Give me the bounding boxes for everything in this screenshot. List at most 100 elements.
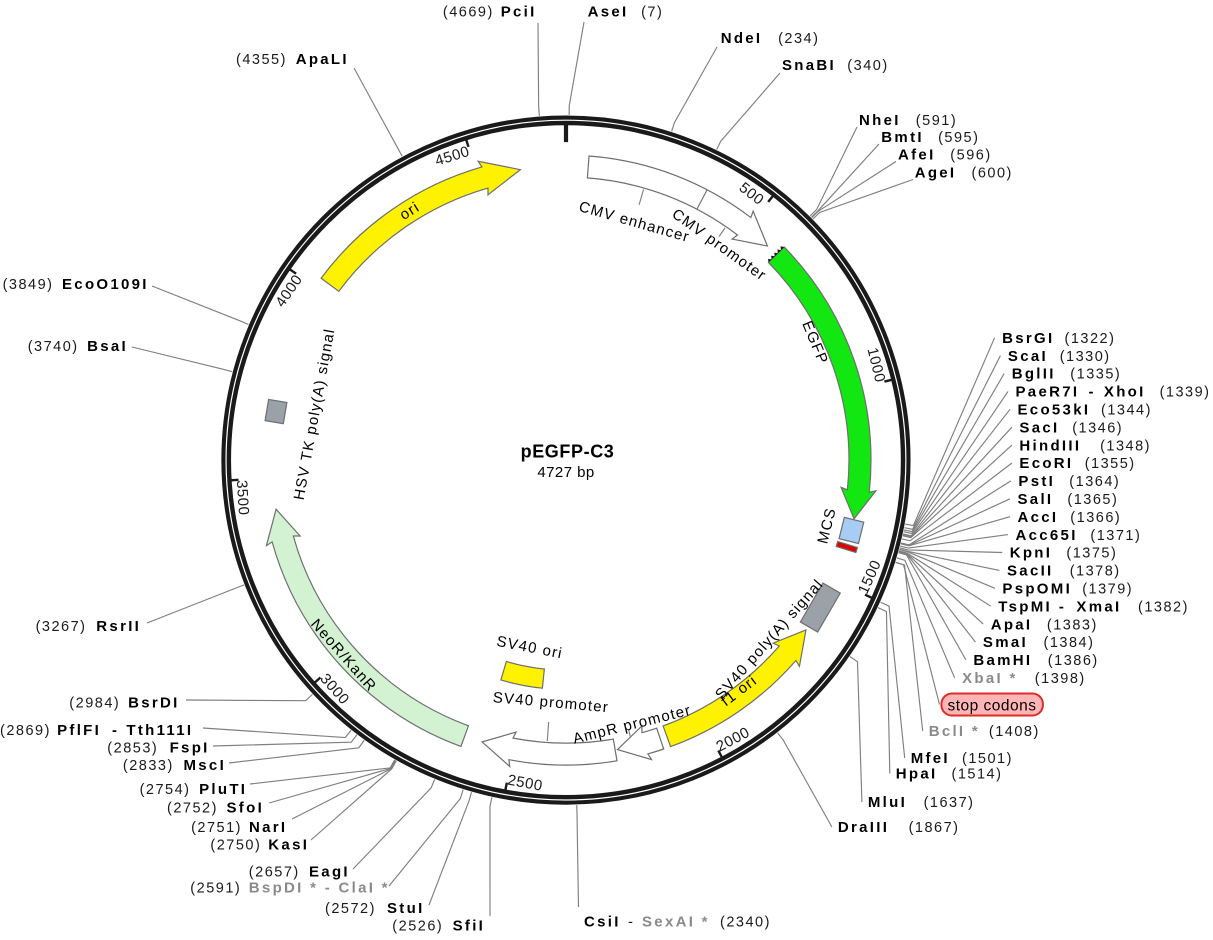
- svg-text:AccI: AccI: [1018, 509, 1059, 526]
- svg-text:(1364): (1364): [1069, 474, 1120, 490]
- svg-text:RsrII: RsrII: [96, 618, 141, 635]
- svg-text:-: -: [628, 914, 635, 931]
- svg-text:Acc65I: Acc65I: [1016, 527, 1078, 544]
- svg-text:(3849): (3849): [3, 277, 54, 293]
- svg-text:PluTI: PluTI: [199, 781, 247, 798]
- svg-text:(1322): (1322): [1065, 331, 1116, 347]
- svg-text:PspOMI: PspOMI: [1002, 581, 1072, 598]
- svg-text:XhoI: XhoI: [1104, 384, 1146, 401]
- svg-text:(1344): (1344): [1101, 403, 1152, 419]
- svg-text:XmaI: XmaI: [1076, 598, 1121, 615]
- svg-text:StuI: StuI: [387, 900, 425, 917]
- svg-text:SexAI *: SexAI *: [642, 914, 710, 931]
- svg-text:(1375): (1375): [1066, 546, 1117, 562]
- svg-text:(2984): (2984): [69, 696, 120, 712]
- svg-text:PaeR7I: PaeR7I: [1016, 384, 1080, 401]
- svg-text:SmaI: SmaI: [983, 634, 1028, 651]
- svg-text:(1501): (1501): [962, 751, 1013, 767]
- svg-text:(4669): (4669): [443, 5, 494, 21]
- svg-text:AgeI: AgeI: [915, 165, 957, 182]
- svg-text:AfeI: AfeI: [898, 147, 936, 164]
- svg-text:BglII: BglII: [1012, 366, 1056, 383]
- svg-text:BamHI: BamHI: [973, 652, 1032, 669]
- svg-text:KasI: KasI: [268, 837, 309, 854]
- svg-text:(1514): (1514): [952, 767, 1003, 783]
- svg-text:(1408): (1408): [989, 724, 1040, 740]
- svg-text:(600): (600): [972, 166, 1013, 182]
- svg-text:(595): (595): [938, 130, 979, 146]
- svg-text:(1366): (1366): [1070, 510, 1121, 526]
- svg-text:HpaI: HpaI: [896, 766, 938, 783]
- svg-text:(234): (234): [778, 31, 819, 47]
- svg-text:(340): (340): [847, 58, 888, 74]
- svg-text:(596): (596): [950, 148, 991, 164]
- svg-text:AseI: AseI: [588, 4, 629, 21]
- svg-text:(2752): (2752): [167, 801, 218, 817]
- svg-text:ApaLI: ApaLI: [296, 51, 349, 68]
- svg-text:CsiI: CsiI: [584, 914, 621, 931]
- svg-text:(1365): (1365): [1067, 492, 1118, 508]
- svg-text:SnaBI: SnaBI: [782, 57, 836, 74]
- svg-text:-: -: [1089, 384, 1096, 401]
- svg-text:pEGFP-C3: pEGFP-C3: [521, 442, 615, 462]
- svg-text:SfiI: SfiI: [453, 918, 486, 935]
- svg-text:Eco53kI: Eco53kI: [1018, 402, 1091, 419]
- svg-text:ApaI: ApaI: [991, 616, 1033, 633]
- svg-text:FspI: FspI: [170, 740, 210, 757]
- svg-text:SfoI: SfoI: [227, 800, 265, 817]
- svg-text:PstI: PstI: [1018, 473, 1055, 490]
- svg-text:(2869): (2869): [0, 723, 51, 739]
- svg-text:(1348): (1348): [1100, 438, 1151, 454]
- svg-text:SacII: SacII: [1007, 563, 1054, 580]
- svg-text:EcoO109I: EcoO109I: [62, 276, 149, 293]
- svg-text:(1371): (1371): [1090, 528, 1141, 544]
- svg-text:(591): (591): [916, 113, 957, 129]
- svg-text:(1378): (1378): [1070, 564, 1121, 580]
- svg-text:XbaI *: XbaI *: [962, 670, 1017, 687]
- svg-text:BspDI * - ClaI *: BspDI * - ClaI *: [249, 879, 390, 896]
- svg-text:(1330): (1330): [1060, 349, 1111, 365]
- svg-text:2500: 2500: [506, 772, 544, 795]
- svg-text:(2751): (2751): [191, 820, 242, 836]
- svg-text:(1379): (1379): [1082, 582, 1133, 598]
- svg-text:(3267): (3267): [36, 619, 87, 635]
- svg-text:BsrDI: BsrDI: [128, 695, 180, 712]
- svg-text:TspMI: TspMI: [998, 598, 1052, 615]
- svg-text:NarI: NarI: [249, 819, 287, 836]
- svg-text:PciI: PciI: [501, 4, 537, 21]
- svg-text:(1346): (1346): [1072, 420, 1123, 436]
- svg-text:-: -: [1059, 598, 1066, 615]
- svg-text:(1386): (1386): [1048, 653, 1099, 669]
- svg-text:MfeI: MfeI: [911, 750, 950, 767]
- svg-text:ScaI: ScaI: [1008, 348, 1048, 365]
- svg-text:(2833): (2833): [123, 758, 174, 774]
- svg-text:(1384): (1384): [1044, 635, 1095, 651]
- svg-text:(3740): (3740): [28, 339, 79, 355]
- svg-text:4727 bp: 4727 bp: [537, 464, 594, 481]
- svg-text:NheI: NheI: [859, 112, 901, 129]
- svg-text:NdeI: NdeI: [721, 30, 763, 47]
- svg-text:(2340): (2340): [720, 915, 771, 931]
- svg-text:(2750): (2750): [210, 838, 261, 854]
- svg-text:(1867): (1867): [909, 820, 960, 836]
- svg-text:(1382): (1382): [1138, 599, 1189, 615]
- svg-text:(2853): (2853): [107, 741, 158, 757]
- svg-text:(2591): (2591): [190, 880, 241, 896]
- svg-text:EagI: EagI: [309, 864, 350, 881]
- svg-text:KpnI: KpnI: [1010, 545, 1053, 562]
- svg-text:(1398): (1398): [1035, 671, 1086, 687]
- svg-text:SacI: SacI: [1019, 419, 1059, 436]
- svg-text:DraIII: DraIII: [838, 819, 889, 836]
- svg-text:BsaI: BsaI: [87, 338, 128, 355]
- svg-text:stop codons: stop codons: [947, 697, 1036, 714]
- svg-text:(1355): (1355): [1085, 456, 1136, 472]
- svg-text:PflFI: PflFI: [57, 722, 101, 739]
- svg-text:BmtI: BmtI: [881, 129, 924, 146]
- svg-text:(1335): (1335): [1070, 367, 1121, 383]
- svg-text:(4355): (4355): [236, 52, 287, 68]
- svg-text:(2754): (2754): [140, 782, 191, 798]
- svg-text:(1339): (1339): [1160, 385, 1211, 401]
- svg-text:BclI *: BclI *: [929, 723, 980, 740]
- svg-text:SalI: SalI: [1018, 491, 1054, 508]
- svg-text:(2526): (2526): [392, 919, 443, 935]
